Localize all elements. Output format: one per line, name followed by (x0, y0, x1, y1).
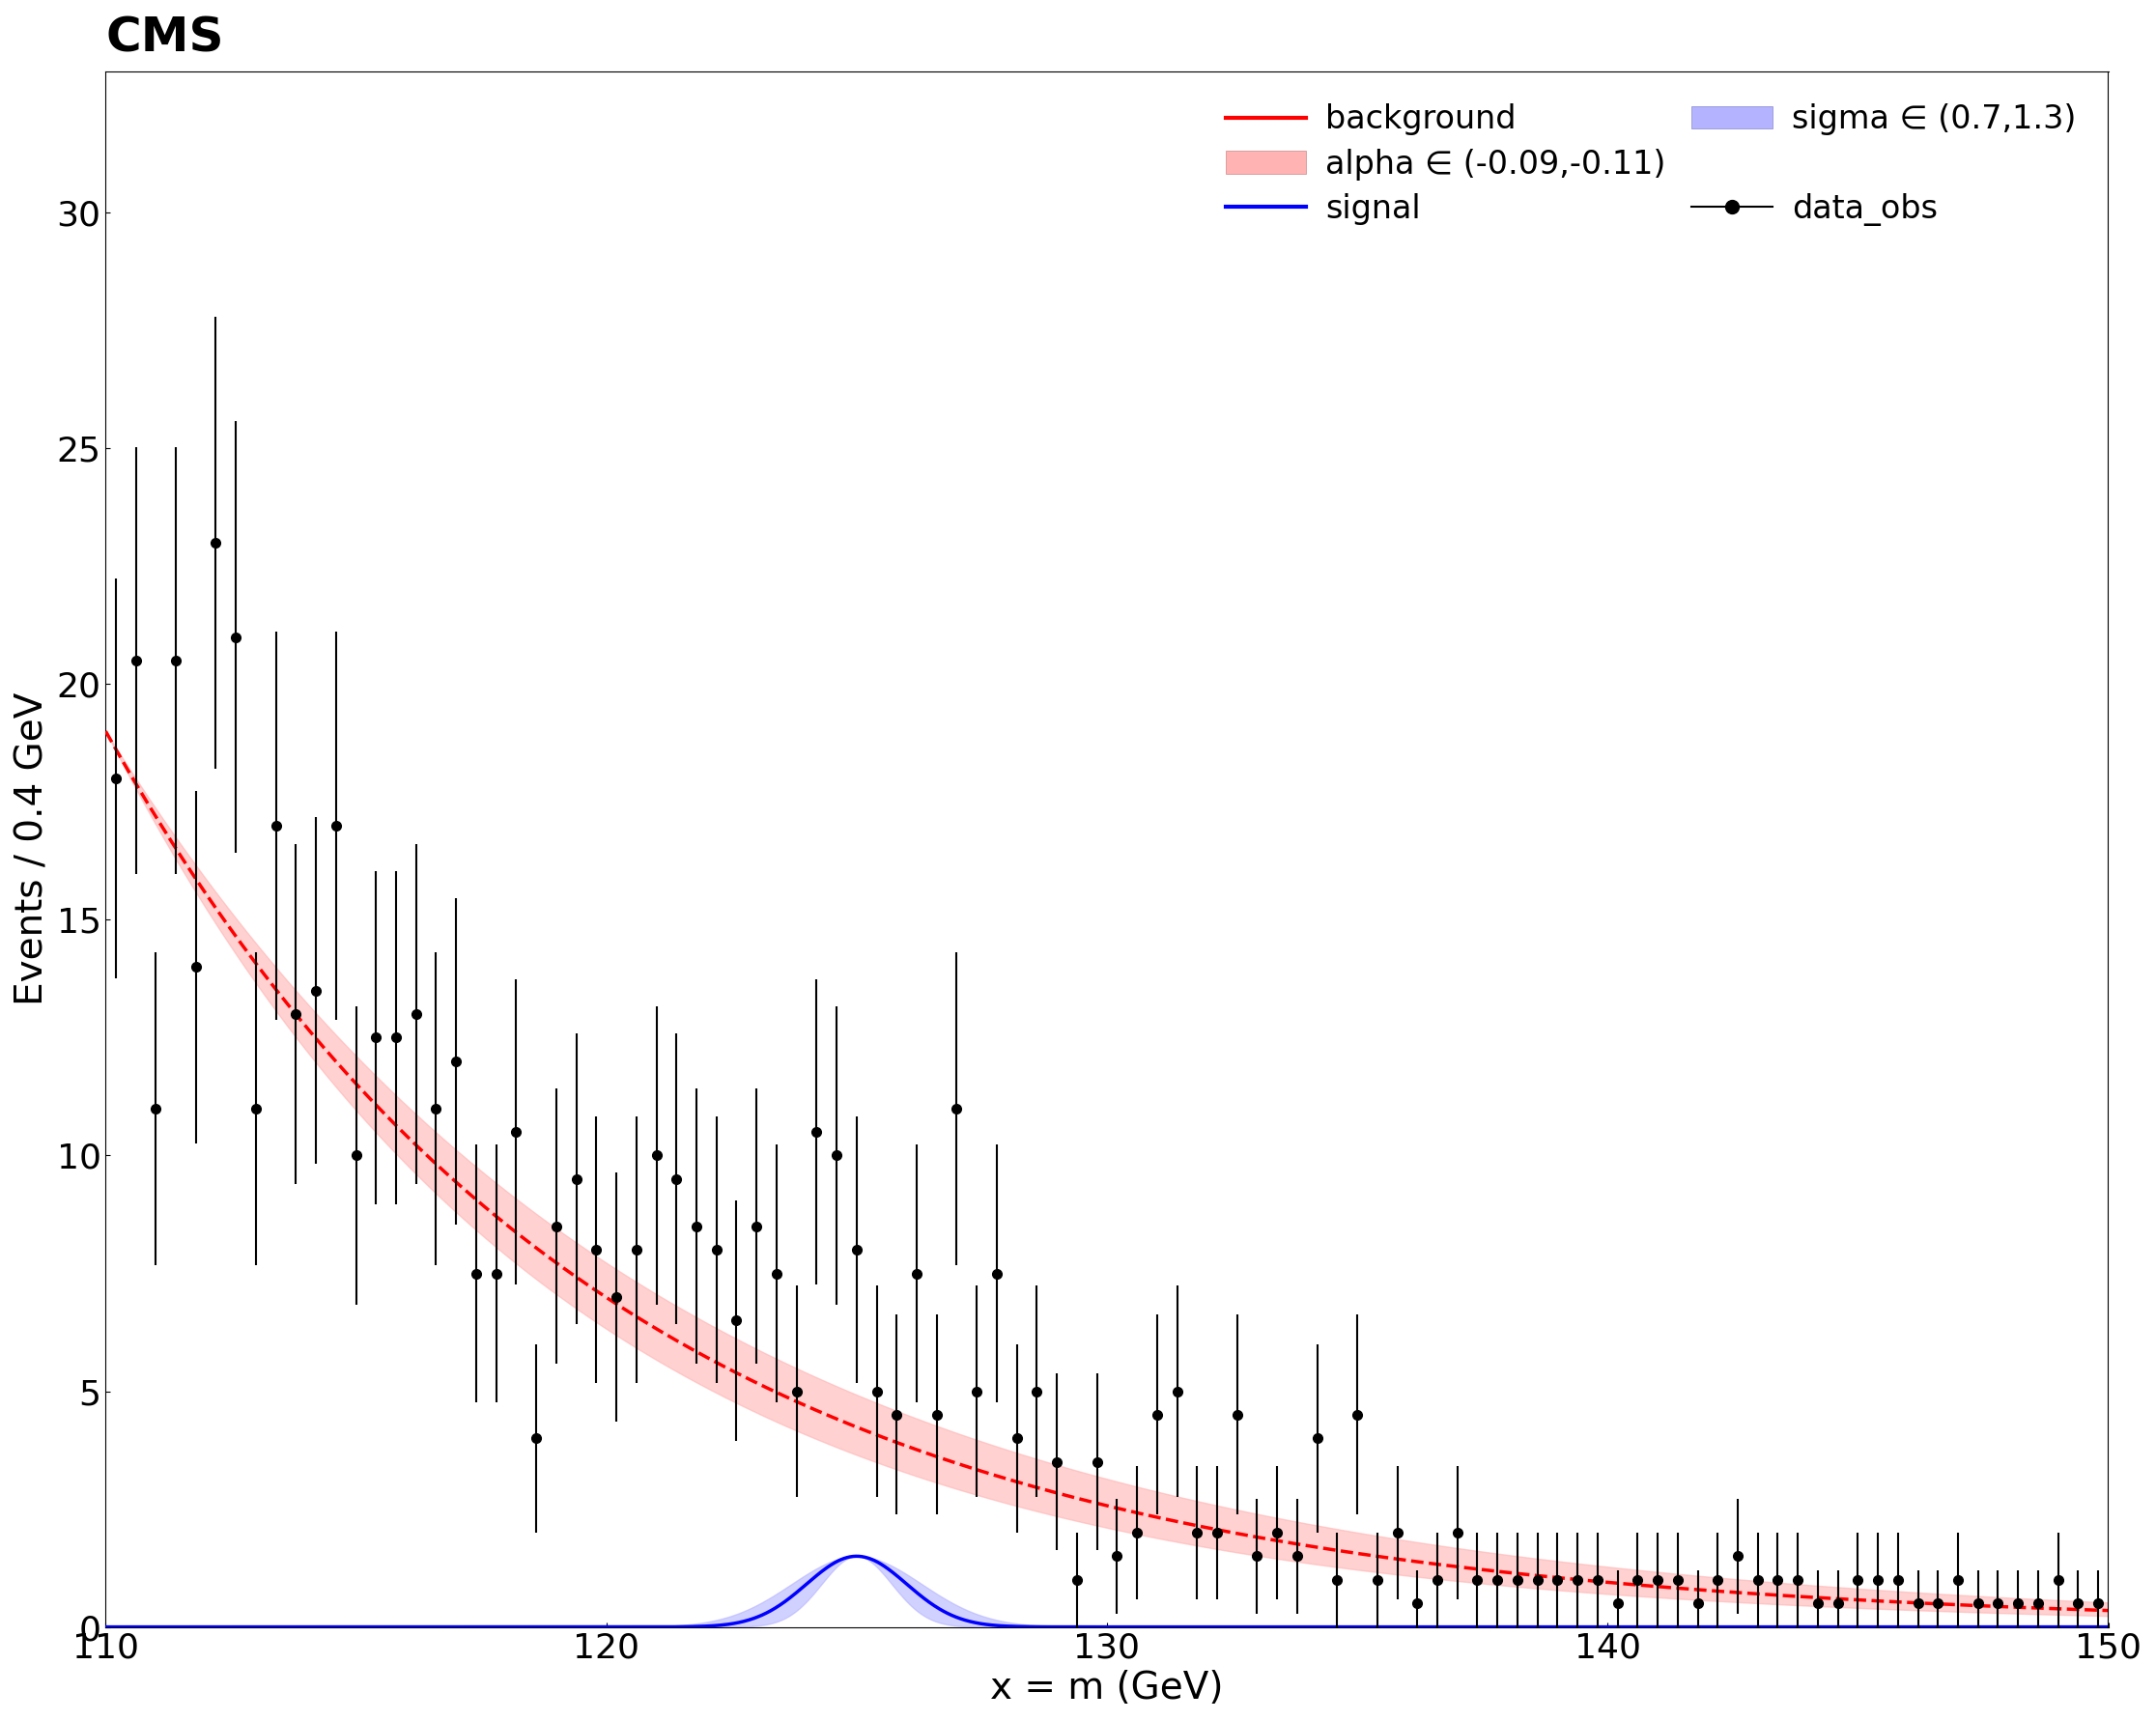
Y-axis label: Events / 0.4 GeV: Events / 0.4 GeV (15, 692, 52, 1005)
X-axis label: x = m (GeV): x = m (GeV) (990, 1669, 1225, 1707)
Text: CMS: CMS (106, 14, 224, 60)
Legend: background, alpha ∈ (-0.09,-0.11), signal, sigma ∈ (0.7,1.3), , data_obs: background, alpha ∈ (-0.09,-0.11), signa… (1210, 88, 2091, 243)
